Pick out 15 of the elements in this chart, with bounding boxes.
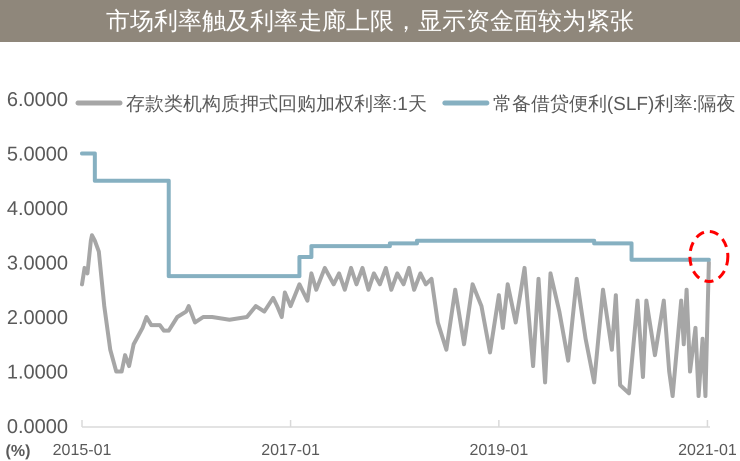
- y-tick-label: 2.0000: [6, 307, 68, 329]
- x-tick-label: 2021-01: [678, 442, 737, 459]
- x-tick-label: 2019-01: [470, 442, 528, 459]
- y-tick-label: 0.0000: [6, 416, 68, 438]
- x-tick-label: 2017-01: [261, 442, 320, 459]
- y-tick-label: 3.0000: [6, 252, 68, 274]
- y-tick-label: 6.0000: [6, 89, 68, 111]
- y-tick-label: 1.0000: [6, 362, 68, 384]
- legend-label: 存款类机构质押式回购加权利率:1天: [126, 93, 427, 115]
- chart-title: 市场利率触及利率走廊上限，显示资金面较为紧张: [106, 8, 634, 35]
- x-tick-label: 2015-01: [52, 442, 112, 459]
- legend-label: 常备借贷便利(SLF)利率:隔夜: [492, 93, 736, 115]
- y-tick-label: 4.0000: [6, 198, 68, 220]
- y-axis-title: (%): [6, 443, 30, 460]
- y-tick-label: 5.0000: [6, 144, 68, 166]
